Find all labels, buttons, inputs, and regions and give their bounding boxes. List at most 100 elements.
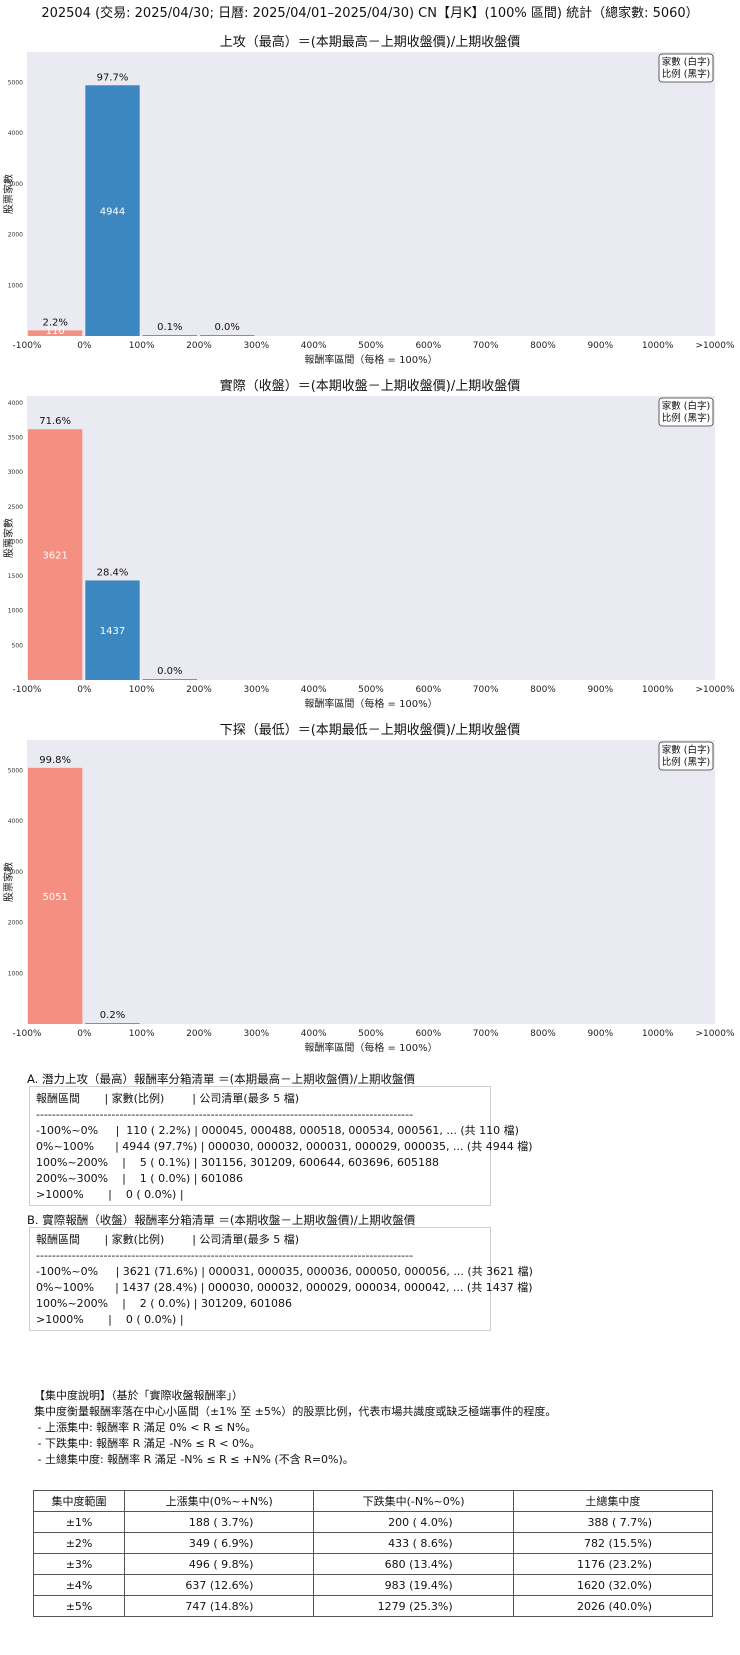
table-cell: ±5% [32, 1595, 126, 1617]
bar-count-label: 5051 [42, 892, 67, 903]
table-cell: 188 ( 3.7%) [124, 1511, 315, 1533]
x-tick-label: 800% [530, 685, 556, 695]
bar [85, 85, 140, 336]
x-tick-label: -100% [13, 1029, 42, 1039]
bar [142, 335, 197, 336]
x-tick-label: -100% [13, 341, 42, 351]
table-cell: 637 (12.6%) [124, 1574, 315, 1596]
section-line: 100%~200% | 5 ( 0.1%) | 301156, 301209, … [36, 1156, 439, 1169]
table-cell: 200 ( 4.0%) [313, 1511, 514, 1533]
bar [85, 1023, 140, 1024]
y-tick-label: 3000 [8, 869, 23, 876]
x-tick-label: 700% [473, 341, 499, 351]
y-axis-label: 股票家數 [2, 518, 15, 558]
section-line: -100%~0% | 110 ( 2.2%) | 000045, 000488,… [36, 1124, 519, 1137]
table-cell: 782 (15.5%) [512, 1532, 714, 1554]
chart-close: 實際（收盤）＝(本期收盤－上期收盤價)/上期收盤價 500 1000 1500 2000… [2, 378, 735, 710]
y-tick-label: 5000 [8, 79, 23, 86]
chart-title: 實際（收盤）＝(本期收盤－上期收盤價)/上期收盤價 [220, 378, 521, 394]
legend-entry: 比例 (黑字) [662, 68, 710, 80]
section-line: 0%~100% | 1437 (28.4%) | 000030, 000032,… [36, 1281, 533, 1294]
section-line: ----------------------------------------… [36, 1249, 414, 1262]
table-header-row: 集中度範圍 上漲集中(0%~+N%) 下跌集中(-N%~0%) 土總集中度 [32, 1490, 714, 1512]
x-tick-label: 200% [186, 685, 212, 695]
concentration-table: 集中度範圍 上漲集中(0%~+N%) 下跌集中(-N%~0%) 土總集中度 ±1… [32, 1490, 714, 1617]
bar-pct-label: 0.1% [157, 322, 182, 333]
table-cell: 2026 (40.0%) [512, 1595, 714, 1617]
bar-count-label: 4944 [100, 207, 125, 218]
bar [28, 767, 83, 1024]
bar-count-label: 1437 [100, 626, 125, 637]
x-axis-label: 報酬率區間（每格 = 100%） [304, 1041, 437, 1054]
section-b-heading: B. 實際報酬（收盤）報酬率分箱清單 ＝(本期收盤－上期收盤價)/上期收盤價 [27, 1213, 416, 1227]
x-tick-label: 800% [530, 341, 556, 351]
y-tick-label: 3000 [8, 181, 23, 188]
table-cell: ±4% [32, 1574, 126, 1596]
y-tick-label: 2000 [8, 920, 23, 927]
table-cell: 1620 (32.0%) [512, 1574, 714, 1596]
section-line: 100%~200% | 2 ( 0.0%) | 301209, 601086 [36, 1297, 292, 1310]
concentration-notes: 【集中度說明】（基於「實際收盤報酬率」） 集中度衡量報酬率落在中心小區間（±1%… [34, 1388, 556, 1468]
x-tick-label: 0% [77, 1029, 92, 1039]
x-tick-label: 800% [530, 1029, 556, 1039]
y-tick-label: 1000 [8, 282, 23, 289]
x-tick-label: 100% [129, 341, 155, 351]
legend-box [658, 53, 714, 83]
x-tick-label: 200% [186, 1029, 212, 1039]
bar-pct-label: 99.8% [39, 755, 71, 766]
table-row: ±4% 637 (12.6%) 983 (19.4%) 1620 (32.0%) [32, 1574, 714, 1596]
page-title: 202504 (交易: 2025/04/30; 日曆: 2025/04/01–2… [41, 6, 699, 21]
x-axis-label: 報酬率區間（每格 = 100%） [304, 353, 437, 366]
bar-count-label: 110 [46, 326, 65, 337]
chart-title: 上攻（最高）＝(本期最高－上期收盤價)/上期收盤價 [220, 34, 521, 50]
x-tick-label: 500% [358, 685, 384, 695]
table-row: ±1% 188 ( 3.7%) 200 ( 4.0%) 388 ( 7.7%) [32, 1511, 714, 1533]
x-tick-label: 400% [301, 341, 327, 351]
x-tick-label: 300% [243, 685, 269, 695]
section-line: 報酬區間 | 家數(比例) | 公司清單(最多 5 檔) [36, 1092, 300, 1105]
bar-pct-label: 0.0% [214, 322, 239, 333]
table-cell: 983 (19.4%) [313, 1574, 514, 1596]
bar [28, 330, 83, 336]
x-tick-label: -100% [13, 685, 42, 695]
x-tick-label: 300% [243, 341, 269, 351]
y-tick-label: 500 [12, 642, 24, 649]
chart-low: 下探（最低）＝(本期最低－上期收盤價)/上期收盤價 1000 2000 3000 400… [2, 723, 735, 1054]
legend-entry: 比例 (黑字) [662, 412, 710, 424]
x-tick-label: 700% [473, 1029, 499, 1039]
section-line: >1000% | 0 ( 0.0%) | [36, 1313, 184, 1326]
y-tick-label: 1000 [8, 970, 23, 977]
table-cell: 349 ( 6.9%) [124, 1532, 315, 1554]
x-tick-label: 500% [358, 341, 384, 351]
legend-entry: 家數 (白字) [662, 744, 710, 756]
table-header: 上漲集中(0%~+N%) [124, 1490, 315, 1512]
table-row: ±3% 496 ( 9.8%) 680 (13.4%) 1176 (23.2%) [32, 1553, 714, 1575]
x-tick-label: >1000% [696, 1029, 735, 1039]
y-tick-label: 1500 [8, 573, 23, 580]
bar-pct-label: 0.2% [100, 1010, 125, 1021]
y-axis-label: 股票家數 [2, 174, 15, 214]
section-line: 0%~100% | 4944 (97.7%) | 000030, 000032,… [36, 1140, 533, 1153]
table-header: 土總集中度 [512, 1490, 714, 1512]
table-header: 下跌集中(-N%~0%) [313, 1490, 514, 1512]
bar-pct-label: 0.0% [157, 666, 182, 677]
table-row: ±2% 349 ( 6.9%) 433 ( 8.6%) 782 (15.5%) [32, 1532, 714, 1554]
x-tick-label: 500% [358, 1029, 384, 1039]
x-tick-label: 0% [77, 341, 92, 351]
bar-pct-label: 97.7% [97, 72, 129, 83]
x-tick-label: 1000% [642, 341, 674, 351]
legend-entry: 家數 (白字) [662, 56, 710, 68]
section-line: 200%~300% | 1 ( 0.0%) | 601086 [36, 1172, 244, 1185]
x-tick-label: 300% [243, 1029, 269, 1039]
legend-box [658, 741, 714, 771]
legend-box [658, 397, 714, 427]
bar [200, 335, 255, 336]
concentration-line: 集中度衡量報酬率落在中心小區間（±1% 至 ±5%）的股票比例，代表市場共識度或… [34, 1405, 557, 1418]
x-tick-label: 400% [301, 1029, 327, 1039]
x-tick-label: 100% [129, 685, 155, 695]
bar [28, 429, 83, 680]
table-cell: 1279 (25.3%) [313, 1595, 514, 1617]
y-tick-label: 1000 [8, 608, 23, 615]
y-tick-label: 3000 [8, 469, 23, 476]
table-cell: ±1% [32, 1511, 126, 1533]
